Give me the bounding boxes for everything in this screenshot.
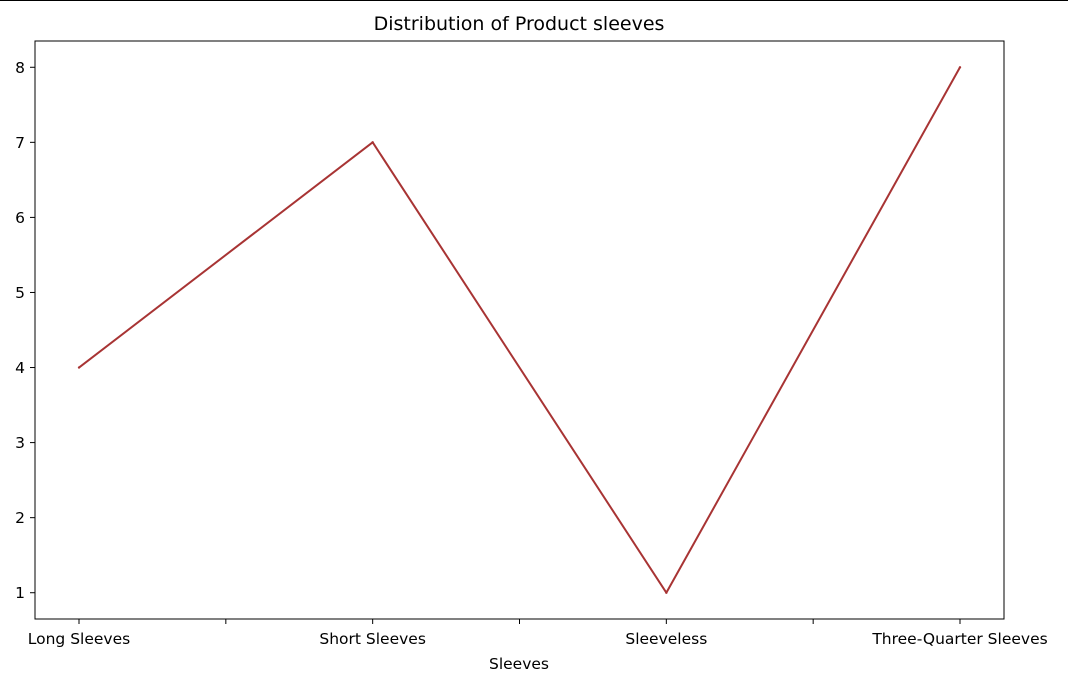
- chart-title: Distribution of Product sleeves: [374, 13, 665, 35]
- x-tick-label: Long Sleeves: [28, 630, 130, 648]
- y-tick-label: 4: [15, 359, 25, 377]
- data-point: [958, 66, 962, 69]
- y-tick-label: 7: [15, 134, 25, 152]
- y-tick-label: 3: [15, 434, 25, 452]
- data-point: [371, 141, 374, 144]
- data-point: [77, 366, 81, 369]
- series-line: [78, 66, 961, 594]
- y-tick-label: 5: [15, 284, 25, 302]
- x-tick-label: Sleeveless: [625, 630, 707, 648]
- plot-area: [34, 40, 1005, 620]
- x-axis-label: Sleeves: [489, 655, 549, 673]
- y-tick-label: 1: [15, 584, 25, 602]
- data-point: [665, 591, 668, 594]
- x-tick-label: Three-Quarter Sleeves: [871, 630, 1047, 648]
- top-border: [0, 0, 1068, 1]
- y-tick-label: 2: [15, 509, 25, 527]
- y-axis: 1 2 3 4 5 6 7 8: [15, 59, 35, 602]
- y-tick-label: 6: [15, 209, 25, 227]
- series-layer: [77, 66, 962, 594]
- x-tick-label: Short Sleeves: [319, 630, 426, 648]
- x-axis: Long Sleeves Short Sleeves Sleeveless Three…: [28, 619, 1048, 648]
- y-tick-label: 8: [15, 59, 25, 77]
